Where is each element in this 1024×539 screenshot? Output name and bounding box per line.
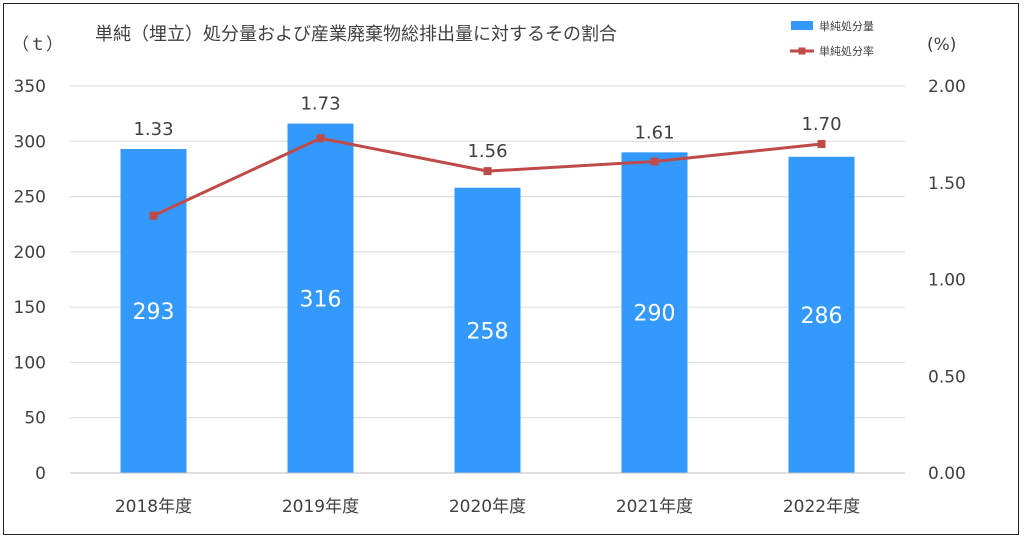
bar-value-label: 290 xyxy=(634,302,676,327)
legend: 単純処分量 単純処分率 xyxy=(790,19,874,58)
left-tick-label: 350 xyxy=(14,77,46,97)
left-tick-label: 0 xyxy=(35,464,46,484)
bar xyxy=(120,149,187,474)
bar xyxy=(621,152,688,474)
bar-value-label: 316 xyxy=(300,287,342,312)
axes: 0 50 100 150 200 250 300 350 0.00 0.50 1.00 1.50 2.0… xyxy=(14,77,966,517)
data-labels: 293 316 258 290 286 1.33 1.73 1.56 1.61 1.70 xyxy=(133,94,843,345)
rate-marker xyxy=(650,157,659,166)
rate-value-label: 1.56 xyxy=(467,141,507,162)
right-tick-label: 1.00 xyxy=(928,271,966,291)
right-tick-label: 0.50 xyxy=(928,367,966,387)
right-tick-label: 0.00 xyxy=(928,464,966,484)
rate-marker xyxy=(817,140,826,149)
bar xyxy=(454,187,521,473)
right-tick-label: 2.00 xyxy=(928,77,966,97)
left-tick-label: 50 xyxy=(24,409,46,429)
legend-line-marker xyxy=(798,47,806,55)
legend-bar-swatch xyxy=(791,21,813,30)
bar-value-label: 286 xyxy=(801,304,843,329)
line-series xyxy=(149,134,826,220)
left-tick-label: 250 xyxy=(14,188,46,208)
legend-line-label: 単純処分率 xyxy=(819,44,874,58)
left-tick-label: 100 xyxy=(14,353,46,373)
rate-marker xyxy=(316,134,325,143)
category-label: 2022年度 xyxy=(783,497,860,517)
left-tick-label: 150 xyxy=(14,298,46,318)
right-axis-unit: (%) xyxy=(927,35,956,55)
chart-title: 単純（埋立）処分量および産業廃棄物総排出量に対するその割合 xyxy=(95,24,617,45)
bar-value-label: 293 xyxy=(133,300,175,325)
bar xyxy=(287,123,354,473)
category-label: 2021年度 xyxy=(616,497,693,517)
legend-bar-label: 単純処分量 xyxy=(819,19,874,33)
rate-marker xyxy=(149,211,158,220)
rate-value-label: 1.73 xyxy=(300,94,340,115)
bar-series xyxy=(120,123,855,474)
rate-value-label: 1.70 xyxy=(801,114,841,135)
category-label: 2019年度 xyxy=(282,497,359,517)
rate-value-label: 1.61 xyxy=(634,122,674,143)
category-label: 2020年度 xyxy=(449,497,526,517)
left-axis-unit: （ｔ） xyxy=(12,35,63,55)
rate-value-label: 1.33 xyxy=(133,119,173,140)
bar xyxy=(788,156,855,473)
rate-marker xyxy=(483,167,492,176)
left-tick-label: 300 xyxy=(14,132,46,152)
bar-value-label: 258 xyxy=(467,319,509,344)
right-tick-label: 1.50 xyxy=(928,174,966,194)
category-label: 2018年度 xyxy=(115,497,192,517)
left-tick-label: 200 xyxy=(14,243,46,263)
